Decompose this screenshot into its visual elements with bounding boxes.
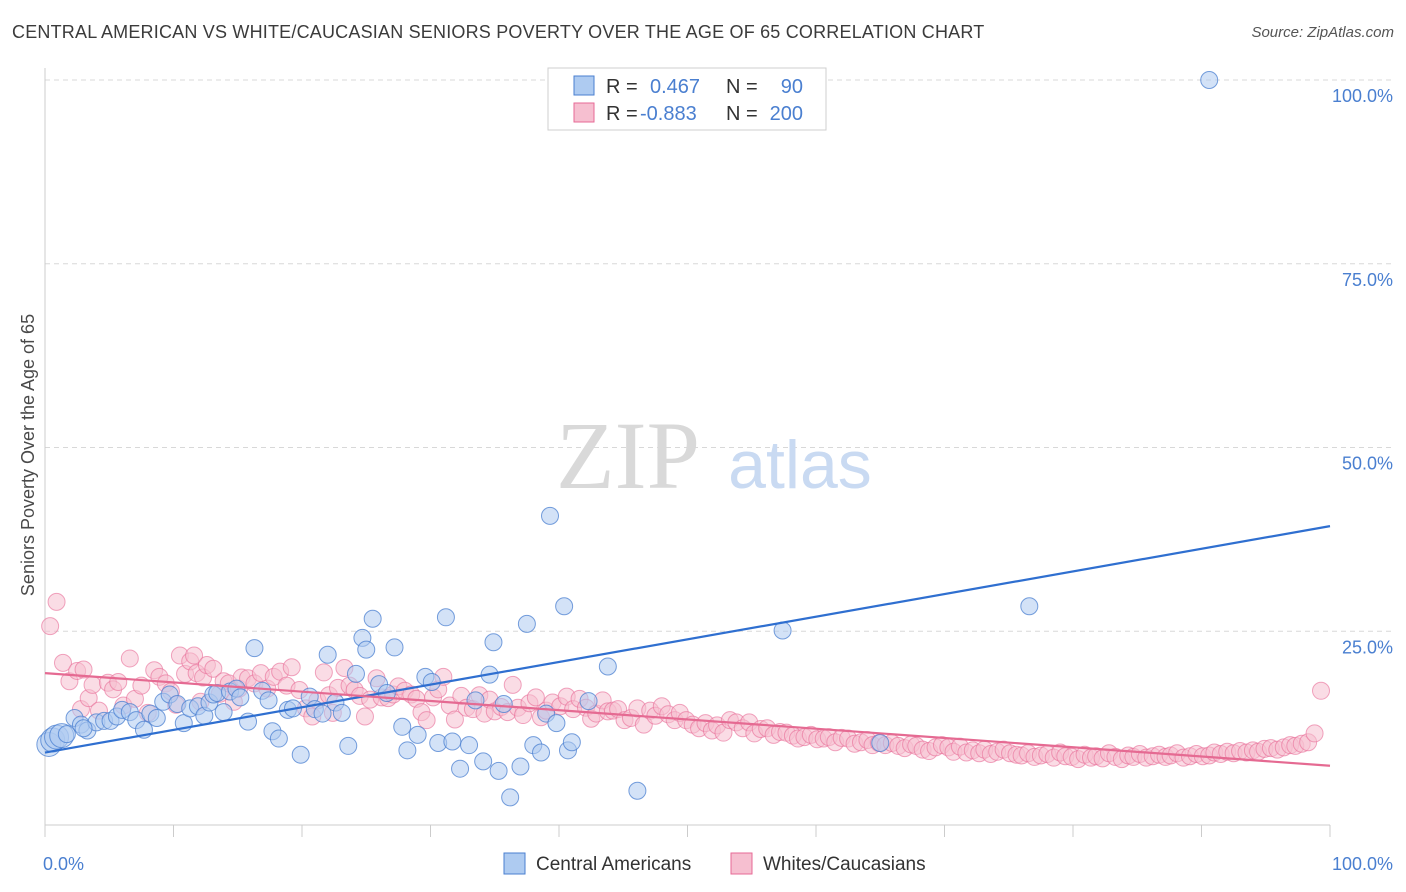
y-tick-label-0: 100.0% (1332, 86, 1393, 106)
central-americans-point (1200, 71, 1219, 89)
central-americans-point (147, 708, 166, 727)
central-americans-point (74, 719, 93, 738)
whites-caucasians-point (204, 659, 223, 678)
central-americans-point (871, 733, 890, 752)
y-tick-label-1: 75.0% (1342, 270, 1393, 290)
legend-swatch-pink (573, 102, 595, 123)
legend-r-value-1: 0.467 (650, 76, 700, 98)
whites-caucasians-point (1312, 681, 1331, 700)
legend-r-label-1: R = (606, 76, 638, 98)
central-americans-point (346, 664, 365, 683)
legend-r-value-2: -0.883 (640, 103, 697, 125)
central-americans-point (363, 609, 382, 628)
whites-caucasians-point (445, 710, 464, 729)
central-americans-point (443, 732, 462, 751)
central-americans-point (541, 506, 560, 525)
central-americans-point (489, 761, 508, 780)
x-tick-label-0: 0.0% (43, 854, 84, 874)
whites-caucasians-point (282, 658, 301, 677)
central-americans-point (451, 759, 470, 778)
central-americans-point (532, 743, 551, 762)
watermark: ZIP atlas (556, 402, 872, 509)
whites-caucasians-point (314, 663, 333, 682)
stats-legend: R = 0.467 N = 90 R = -0.883 N = 200 (547, 67, 827, 131)
central-americans-point (231, 688, 250, 707)
whites-caucasians-point (47, 592, 66, 611)
legend-n-value-2: 200 (770, 103, 803, 125)
central-americans-point (385, 638, 404, 657)
central-americans-point (214, 703, 233, 722)
central-americans-point (547, 714, 566, 733)
y-axis-label: Seniors Poverty Over the Age of 65 (18, 314, 38, 596)
legend-n-label-2: N = (726, 103, 758, 125)
central-americans-point (259, 691, 278, 710)
central-americans-point (332, 703, 351, 722)
source-note: Source: ZipAtlas.com (1251, 24, 1394, 41)
legend-whites-caucasians-swatch (730, 852, 753, 875)
axes (44, 68, 1331, 837)
central-americans-point (318, 645, 337, 664)
whites-caucasians-point (185, 646, 204, 665)
central-americans-point (501, 788, 520, 807)
central-americans-point (357, 640, 376, 659)
central-americans-point (436, 608, 455, 627)
legend-whites-caucasians-label: Whites/Caucasians (763, 854, 926, 875)
whites-caucasians-point (83, 675, 102, 694)
trend-lines (44, 525, 1331, 767)
whites-caucasians-point (74, 660, 93, 679)
central-americans-point (269, 729, 288, 748)
central-americans-point (422, 672, 441, 691)
whites-caucasians-point (355, 707, 374, 726)
central-americans-point (408, 725, 427, 744)
central-americans-point (517, 614, 536, 633)
central-americans-point (466, 691, 485, 710)
central-americans-point (555, 597, 574, 616)
central-americans-point (460, 736, 479, 755)
x-tick-labels: 0.0% 100.0% (43, 854, 1393, 874)
central-americans-point (245, 639, 264, 658)
central-americans-point (1020, 597, 1039, 616)
chart-title: CENTRAL AMERICAN VS WHITE/CAUCASIAN SENI… (12, 22, 985, 42)
whites-caucasians-point (503, 675, 522, 694)
y-tick-labels: 100.0% 75.0% 50.0% 25.0% (1332, 86, 1393, 657)
whites-caucasians-point (120, 649, 139, 668)
central-americans-trend-line (44, 525, 1331, 754)
legend-central-americans-swatch (503, 852, 526, 875)
whites-caucasians-point (41, 617, 60, 636)
whites-caucasians-point (53, 653, 72, 672)
gridlines (45, 79, 1392, 632)
whites-caucasians-point (526, 688, 545, 707)
central-americans-point (484, 633, 503, 652)
central-americans-point (57, 725, 76, 744)
central-americans-point (511, 757, 530, 776)
series-central-americans (36, 71, 1219, 807)
whites-caucasians-point (1305, 724, 1324, 743)
x-tick-label-1: 100.0% (1332, 854, 1393, 874)
watermark-atlas: atlas (728, 427, 872, 503)
central-americans-point (313, 704, 332, 723)
whites-caucasians-point (109, 672, 128, 691)
central-americans-point (291, 745, 310, 764)
y-tick-label-2: 50.0% (1342, 454, 1393, 474)
legend-central-americans-label: Central Americans (536, 854, 691, 875)
central-americans-point (339, 736, 358, 755)
legend-n-label-1: N = (726, 76, 758, 98)
whites-caucasians-point (417, 711, 436, 730)
central-americans-point (598, 657, 617, 676)
central-americans-point (494, 695, 513, 714)
legend-n-value-1: 90 (781, 76, 803, 98)
central-americans-point (474, 752, 493, 771)
whites-caucasians-trend-line (44, 672, 1331, 767)
y-tick-label-3: 25.0% (1342, 637, 1393, 657)
central-americans-point (562, 733, 581, 752)
legend-r-label-2: R = (606, 103, 638, 125)
central-americans-point (628, 781, 647, 800)
central-americans-point (398, 741, 417, 760)
central-americans-point (579, 692, 598, 711)
central-americans-point (393, 717, 412, 736)
watermark-zip: ZIP (556, 402, 700, 509)
series-legend: Central Americans Whites/Caucasians (503, 852, 926, 875)
legend-swatch-blue (573, 75, 595, 96)
